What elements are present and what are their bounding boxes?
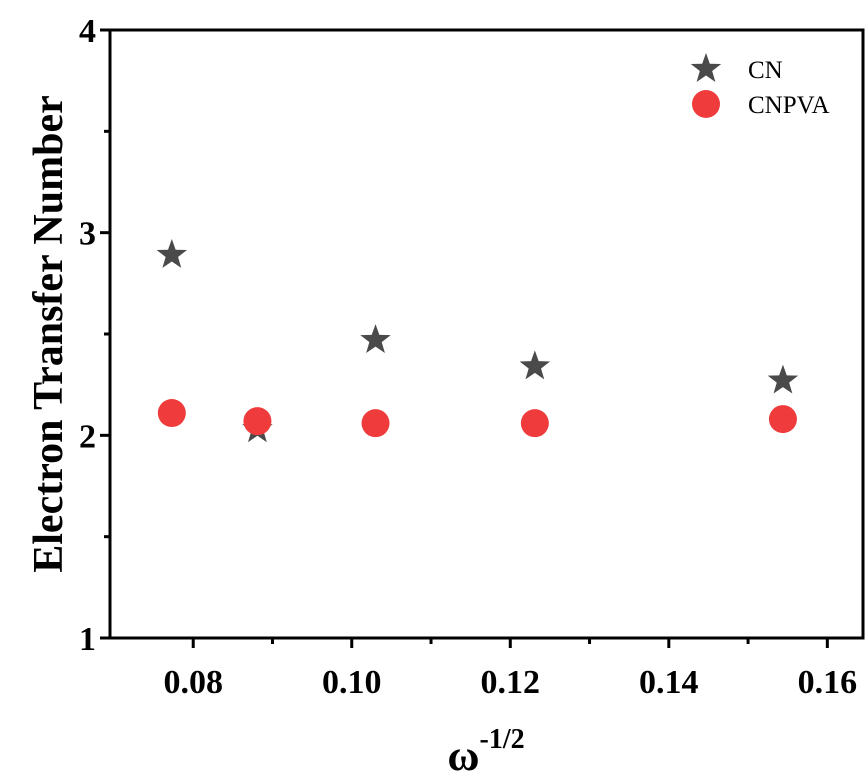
legend-label-cnpva: CNPVA (748, 92, 830, 119)
data-point-cn (519, 350, 551, 380)
x-axis-ticks: 0.08 0.10 0.12 0.14 0.16 (163, 638, 857, 701)
data-point-cnpva (157, 399, 186, 428)
legend-label-cn: CN (748, 57, 783, 84)
data-point-cnpva (768, 405, 797, 434)
y-axis-title: Electron Transfer Number (26, 95, 72, 573)
data-point-cnpva (361, 409, 390, 438)
series-cnpva (157, 399, 797, 438)
legend-star-icon (690, 53, 722, 82)
x-tick-label: 0.16 (798, 664, 858, 701)
legend-circle-icon (692, 90, 720, 118)
x-axis-title: ω-1/2 (447, 724, 524, 778)
y-tick-label: 1 (79, 621, 96, 658)
data-point-cn (360, 324, 391, 354)
data-point-cnpva (520, 409, 549, 438)
y-axis-ticks: 1 2 3 4 (79, 13, 110, 658)
x-axis-title-superscript: -1/2 (480, 724, 525, 755)
y-tick-label: 4 (79, 13, 96, 50)
x-axis-title-base: ω (447, 731, 479, 778)
x-tick-label: 0.12 (481, 664, 541, 701)
y-tick-label: 2 (79, 418, 96, 455)
data-point-cnpva (243, 407, 272, 436)
legend: CN CNPVA (690, 53, 830, 119)
data-point-cn (767, 364, 799, 394)
data-point-cn (156, 238, 188, 268)
y-tick-label: 3 (79, 216, 96, 253)
plot-frame (108, 28, 865, 640)
x-tick-label: 0.10 (322, 664, 382, 701)
data-series (156, 238, 799, 443)
x-tick-label: 0.14 (639, 664, 699, 701)
x-tick-label: 0.08 (163, 664, 223, 701)
